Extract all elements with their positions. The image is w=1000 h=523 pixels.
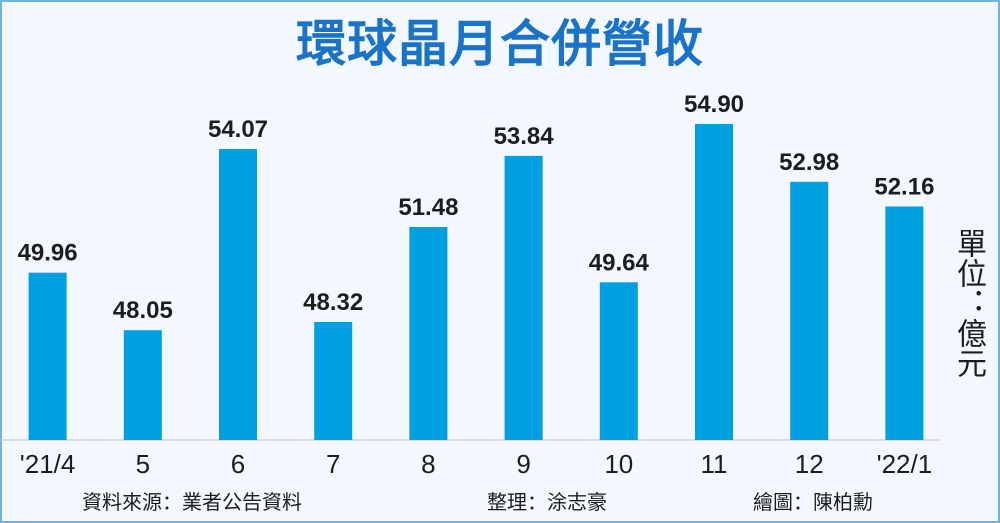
value-label-9: 52.16 bbox=[874, 174, 934, 201]
value-label-4: 51.48 bbox=[398, 194, 458, 221]
value-label-2: 54.07 bbox=[208, 116, 268, 143]
x-tick-labels-group: '21/4 5 6 7 8 9 10 11 12 '22/1 bbox=[20, 449, 932, 479]
bar-1 bbox=[123, 330, 162, 440]
value-label-5: 53.84 bbox=[494, 123, 555, 150]
bar-8 bbox=[790, 181, 829, 441]
chart-title: 環球晶月合併營收 bbox=[296, 15, 704, 73]
value-label-7: 54.90 bbox=[684, 91, 744, 118]
source-note: 資料來源：業者公告資料 bbox=[82, 490, 302, 514]
x-tick-label-8: 12 bbox=[795, 449, 824, 479]
value-label-1: 48.05 bbox=[113, 297, 173, 324]
bar-5 bbox=[504, 155, 543, 440]
bars-group bbox=[28, 124, 924, 441]
compiler-note: 整理：涂志豪 bbox=[487, 490, 607, 514]
bar-4 bbox=[409, 227, 448, 440]
x-tick-label-2: 6 bbox=[231, 449, 245, 479]
value-label-3: 48.32 bbox=[303, 289, 363, 316]
x-tick-label-9: '22/1 bbox=[877, 449, 933, 479]
x-tick-label-1: 5 bbox=[136, 449, 150, 479]
bar-3 bbox=[314, 322, 353, 440]
bar-6 bbox=[599, 282, 638, 440]
bar-7 bbox=[695, 124, 733, 440]
value-label-8: 52.98 bbox=[779, 149, 839, 176]
x-tick-label-4: 8 bbox=[421, 449, 435, 479]
value-label-6: 49.64 bbox=[589, 249, 650, 276]
x-tick-label-6: 10 bbox=[604, 449, 633, 479]
bar-9 bbox=[885, 206, 924, 440]
bar-0 bbox=[28, 272, 67, 440]
x-tick-label-0: '21/4 bbox=[20, 449, 76, 479]
x-tick-label-3: 7 bbox=[326, 449, 340, 479]
value-labels-group: 49.96 48.05 54.07 48.32 51.48 53.84 49.64 54.90… bbox=[18, 91, 935, 324]
bar-2 bbox=[219, 149, 257, 440]
x-tick-label-7: 11 bbox=[701, 449, 728, 479]
artist-note: 繪圖：陳柏勳 bbox=[753, 490, 873, 514]
value-label-0: 49.96 bbox=[18, 240, 78, 267]
x-tick-label-5: 9 bbox=[516, 449, 530, 479]
unit-label: 單位：億元 bbox=[951, 228, 986, 378]
